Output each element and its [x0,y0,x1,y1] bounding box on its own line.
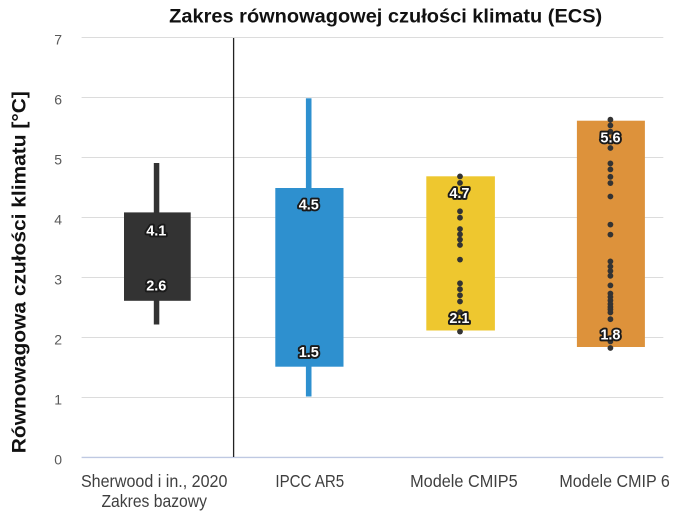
svg-text:4.1: 4.1 [146,223,166,239]
svg-text:Modele CMIP5: Modele CMIP5 [410,471,518,491]
svg-text:3: 3 [54,271,62,287]
svg-text:Zakres bazowy: Zakres bazowy [101,491,207,511]
svg-text:Modele CMIP 6: Modele CMIP 6 [559,471,670,491]
svg-text:Równowagowa czułości klimatu [: Równowagowa czułości klimatu [°C] [9,91,31,453]
svg-text:1: 1 [54,391,62,407]
svg-text:Zakres równowagowej czułości k: Zakres równowagowej czułości klimatu (EC… [169,6,602,28]
svg-text:IPCC AR5: IPCC AR5 [275,471,344,491]
svg-text:4: 4 [54,211,62,227]
svg-text:1.8: 1.8 [600,328,620,344]
svg-text:6: 6 [54,91,62,107]
svg-text:2.1: 2.1 [449,311,469,327]
svg-text:0: 0 [54,451,62,467]
svg-text:2: 2 [54,331,62,347]
svg-text:4.5: 4.5 [299,198,319,214]
svg-text:2.6: 2.6 [146,279,166,295]
svg-text:5.6: 5.6 [600,131,620,147]
svg-text:Sherwood i in., 2020: Sherwood i in., 2020 [81,471,228,491]
svg-text:4.7: 4.7 [449,186,469,202]
svg-text:5: 5 [54,151,62,167]
svg-text:7: 7 [54,31,62,47]
svg-text:1.5: 1.5 [299,345,319,361]
